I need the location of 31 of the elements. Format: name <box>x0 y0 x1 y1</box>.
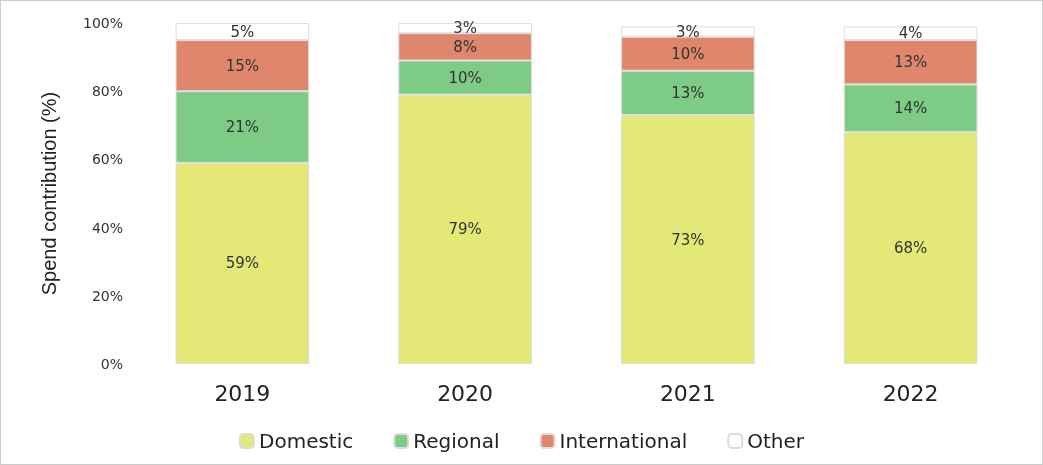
data-label: 13% <box>893 53 928 72</box>
legend-label: Other <box>747 429 805 453</box>
legend-label: International <box>559 429 688 453</box>
y-tick-label: 40% <box>91 219 123 236</box>
y-axis-title: Spend contribution (%) <box>38 91 60 296</box>
data-label: 10% <box>671 44 705 63</box>
data-label: 13% <box>671 83 705 102</box>
y-tick-label: 60% <box>91 151 123 168</box>
data-label: 21% <box>225 118 260 137</box>
data-label: 3% <box>453 19 478 38</box>
data-label: 14% <box>893 99 928 118</box>
data-label: 15% <box>225 56 260 75</box>
legend-label: Regional <box>413 429 500 453</box>
x-tick-label: 2020 <box>437 380 494 406</box>
data-label: 4% <box>898 24 923 43</box>
data-label: 8% <box>453 37 478 56</box>
data-label: 10% <box>448 68 482 87</box>
y-tick-label: 0% <box>100 356 123 372</box>
y-tick-label: 20% <box>91 287 123 304</box>
data-label: 5% <box>230 22 255 41</box>
data-label: 79% <box>448 220 482 239</box>
data-label: 68% <box>893 239 928 258</box>
data-label: 3% <box>675 22 700 41</box>
data-label: 73% <box>671 230 705 249</box>
x-tick-label: 2021 <box>659 380 716 406</box>
x-tick-label: 2022 <box>882 380 939 406</box>
data-label: 59% <box>225 254 260 273</box>
y-tick-label: 80% <box>91 83 123 100</box>
x-tick-label: 2019 <box>214 380 271 406</box>
y-tick-label: 100% <box>82 15 123 31</box>
legend-label: Domestic <box>259 429 354 453</box>
